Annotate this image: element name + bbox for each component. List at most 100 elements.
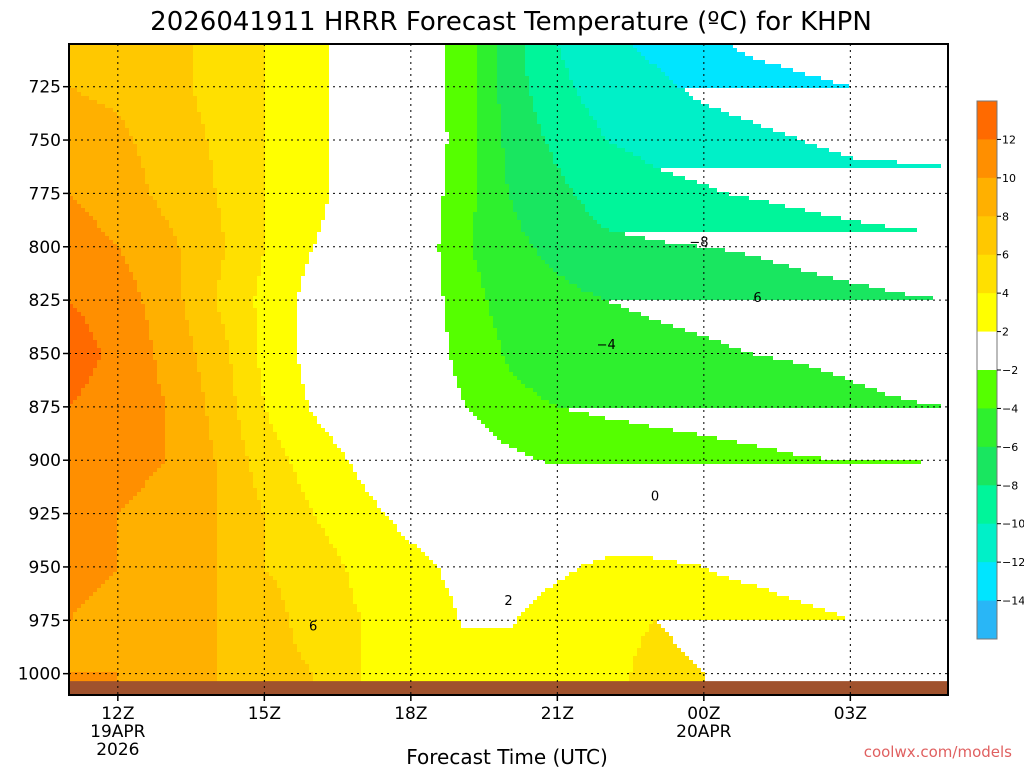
temperature-cell	[121, 252, 181, 256]
temperature-cell	[205, 396, 237, 400]
temperature-cell	[361, 668, 633, 672]
temperature-cell	[85, 208, 161, 212]
temperature-cell	[81, 204, 157, 208]
temperature-cell	[493, 316, 649, 320]
temperature-cell	[257, 340, 297, 344]
temperature-cell	[517, 620, 653, 624]
temperature-cell	[145, 308, 185, 312]
temperature-cell	[69, 212, 89, 216]
temperature-cell	[101, 352, 153, 356]
temperature-cell	[209, 428, 241, 432]
temperature-cell	[477, 72, 497, 76]
temperature-cell	[217, 564, 265, 568]
temperature-cell	[221, 212, 265, 216]
temperature-cell	[541, 132, 601, 136]
temperature-cell	[141, 300, 185, 304]
temperature-cell	[653, 164, 941, 168]
temperature-cell	[181, 268, 221, 272]
temperature-cell	[217, 576, 273, 580]
temperature-cell	[265, 188, 329, 192]
temperature-cell	[437, 564, 581, 568]
temperature-cell	[69, 516, 117, 520]
temperature-cell	[185, 316, 221, 320]
temperature-cell	[485, 292, 593, 296]
temperature-cell	[217, 492, 257, 496]
temperature-cell	[157, 364, 197, 368]
temperature-cell	[133, 272, 181, 276]
temperature-cell	[349, 460, 545, 464]
temperature-cell	[69, 68, 193, 72]
temperature-cell	[217, 660, 305, 664]
temperature-cell	[69, 352, 101, 356]
temperature-cell	[645, 56, 753, 60]
temperature-cell	[225, 248, 265, 252]
temperature-cell	[441, 252, 473, 256]
temperature-cell	[497, 88, 529, 92]
temperature-cell	[197, 352, 229, 356]
temperature-cell	[477, 152, 505, 156]
temperature-cell	[297, 348, 449, 352]
temperature-cell	[329, 184, 445, 188]
temperature-cell	[509, 192, 573, 196]
temperature-cell	[69, 616, 73, 620]
temperature-cell	[165, 456, 213, 460]
temperature-cell	[597, 120, 753, 124]
temperature-cell	[253, 480, 297, 484]
temperature-cell	[217, 200, 265, 204]
temperature-cell	[137, 148, 209, 152]
temperature-cell	[241, 424, 273, 428]
temperature-cell	[261, 504, 309, 508]
temperature-cell	[445, 80, 477, 84]
temperature-cell	[581, 200, 769, 204]
temperature-cell	[301, 484, 365, 488]
temperature-cell	[265, 108, 329, 112]
temperature-cell	[69, 216, 93, 220]
temperature-cell	[497, 328, 685, 332]
temperature-cell	[265, 156, 329, 160]
temperature-cell	[181, 264, 221, 268]
temperature-cell	[205, 392, 233, 396]
temperature-cell	[257, 316, 297, 320]
temperature-cell	[493, 324, 673, 328]
temperature-cell	[69, 536, 117, 540]
temperature-cell	[257, 308, 297, 312]
temperature-cell	[69, 548, 117, 552]
temperature-cell	[473, 256, 541, 260]
temperature-cell	[657, 64, 781, 68]
temperature-cell	[305, 272, 441, 276]
temperature-cell	[517, 216, 593, 220]
temperature-cell	[445, 316, 493, 320]
temperature-cell	[201, 372, 233, 376]
temperature-cell	[157, 468, 217, 472]
temperature-cell	[329, 120, 445, 124]
temperature-cell	[69, 76, 193, 80]
temperature-cell	[265, 180, 329, 184]
temperature-cell	[69, 144, 137, 148]
temperature-cell	[69, 136, 133, 140]
temperature-cell	[193, 80, 265, 84]
temperature-cell	[549, 144, 617, 148]
temperature-cell	[349, 572, 441, 576]
temperature-cell	[69, 120, 125, 124]
temperature-cell	[217, 500, 261, 504]
temperature-cell	[69, 464, 161, 468]
temperature-cell	[473, 224, 521, 228]
temperature-cell	[329, 144, 445, 148]
temperature-cell	[69, 632, 217, 636]
temperature-cell	[321, 228, 441, 232]
temperature-cell	[445, 300, 489, 304]
temperature-cell	[69, 452, 165, 456]
temperature-cell	[217, 308, 257, 312]
temperature-cell	[305, 392, 461, 396]
temperature-cell	[497, 48, 525, 52]
temperature-cell	[445, 184, 477, 188]
temperature-cell	[473, 228, 521, 232]
temperature-cell	[69, 84, 193, 88]
temperature-cell	[453, 364, 509, 368]
temperature-cell	[69, 368, 93, 372]
temperature-cell	[249, 456, 289, 460]
temperature-cell	[193, 60, 265, 64]
temperature-cell	[561, 172, 673, 176]
temperature-cell	[329, 124, 445, 128]
temperature-cell	[533, 600, 801, 604]
